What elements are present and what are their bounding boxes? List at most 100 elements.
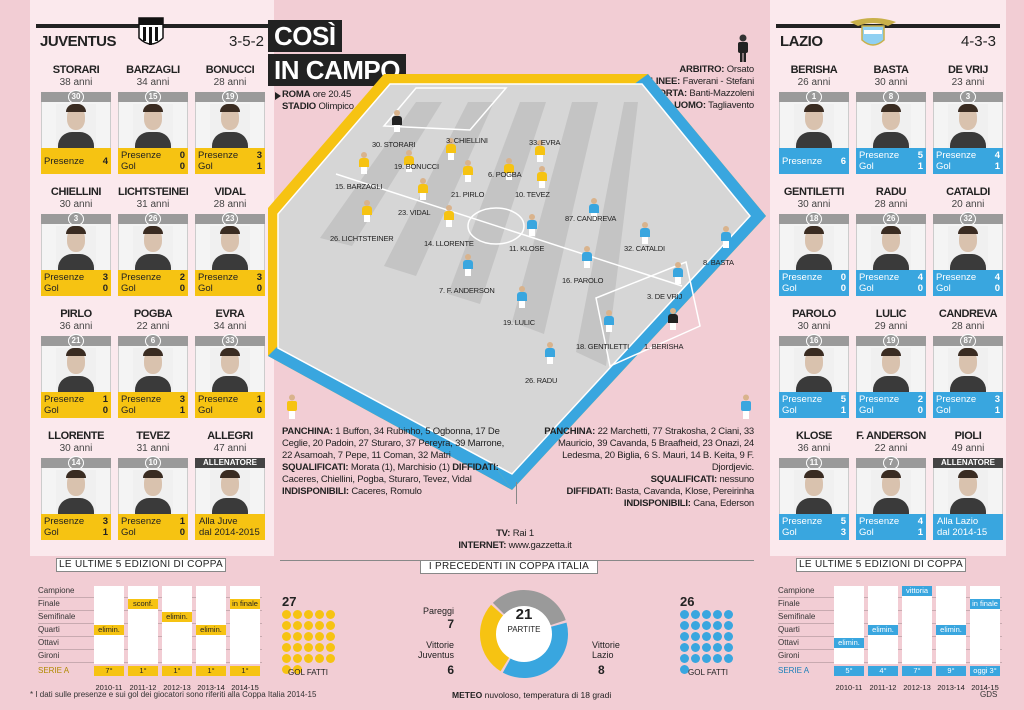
juve-player-icon: [287, 394, 297, 419]
player-stats: Presenze 4 Gol 0: [933, 270, 1003, 296]
shoulders: [950, 376, 986, 392]
goal-dot: [326, 621, 335, 630]
stat-row: Gol 1: [936, 161, 1000, 172]
goal-dot: [282, 632, 291, 641]
marker-shorts: [670, 323, 676, 330]
match-city: ROMA: [282, 89, 311, 100]
coach-card: PIOLI 49 anni ALLENATORE Alla Lazio dal 2014…: [933, 430, 1003, 548]
player-marker: [640, 222, 650, 244]
serie-a-position: 4°: [868, 666, 898, 676]
marker-shirt: [404, 156, 414, 165]
history-column: [128, 586, 158, 664]
coach-name: PIOLI: [954, 430, 982, 442]
marker-shirt: [668, 314, 678, 323]
stat-label: Presenze: [782, 394, 823, 405]
marker-head: [537, 140, 543, 146]
juve-formation: 3-5-2: [228, 32, 264, 50]
marker-head: [723, 226, 729, 232]
stat-value: 0: [102, 405, 108, 416]
hair: [66, 104, 86, 112]
player-age: 26 anni: [797, 77, 831, 88]
stat-value: 3: [840, 527, 846, 538]
shoulders: [950, 254, 986, 270]
hair: [220, 470, 240, 478]
player-name: KLOSE: [796, 430, 832, 442]
player-photo: [779, 102, 849, 148]
official-role: ARBITRO:: [679, 64, 725, 75]
serie-a-position: 1°: [230, 666, 260, 676]
player-portrait-icon: [133, 348, 173, 392]
history-row-label: Semifinale: [778, 612, 816, 621]
lazio-bench-label: PANCHINA:: [544, 426, 596, 437]
number-bar: 23: [195, 212, 265, 226]
coach-photo: [195, 468, 265, 514]
player-photo: [779, 468, 849, 514]
stat-label: Gol: [859, 405, 874, 416]
history-row-label: Quarti: [778, 625, 800, 634]
official-name: Banti-Mazzoleni: [689, 88, 754, 99]
juve-wins: 6: [447, 663, 454, 677]
precedenti-donut: [480, 590, 568, 678]
face: [221, 106, 239, 130]
goal-dot: [282, 610, 291, 619]
player-label: 33. EVRA: [529, 138, 561, 147]
stat-value: 0: [179, 283, 185, 294]
player-label: 8. BASTA: [703, 258, 734, 267]
marker-shirt: [604, 316, 614, 325]
history-title: LE ULTIME 5 EDIZIONI DI COPPA: [796, 558, 966, 572]
face: [67, 228, 85, 252]
player-photo: [195, 224, 265, 270]
player-marker: [418, 178, 428, 200]
history-result: in finale: [970, 599, 1000, 609]
lazio-inj-label: INDISPONIBILI:: [623, 498, 691, 509]
stat-value: 1: [179, 405, 185, 416]
stat-label: Presenze: [782, 272, 823, 283]
marker-shirt: [640, 228, 650, 237]
marker-shorts: [448, 153, 454, 160]
player-card: GENTILETTI 30 anni 18 Presenze 0 Gol 0: [779, 186, 849, 304]
player-card: TEVEZ 31 anni 10 Presenze 1 Gol 0: [118, 430, 188, 548]
player-age: 23 anni: [951, 77, 985, 88]
player-card: F. ANDERSON 22 anni 7 Presenze 4 Gol 1: [856, 430, 926, 548]
stat-row: Gol 0: [936, 283, 1000, 294]
goal-dot: [680, 610, 689, 619]
marker-shirt: [721, 232, 731, 241]
marker-head: [506, 158, 512, 164]
stat-row: Presenze 1: [121, 516, 185, 527]
player-card: BARZAGLI 34 anni 15 Presenze 0 Gol 0: [118, 64, 188, 182]
marker-head: [642, 222, 648, 228]
player-name: BERISHA: [790, 64, 838, 76]
match-time: ore 20.45: [312, 89, 352, 100]
stadium-label: STADIO: [282, 101, 316, 112]
player-age: 28 anni: [874, 199, 908, 210]
player-name: VIDAL: [214, 186, 246, 198]
player-age: 28 anni: [951, 321, 985, 332]
stat-value: 1: [256, 161, 262, 172]
stat-row: Gol 0: [121, 283, 185, 294]
player-card: PIRLO 36 anni 21 Presenze 1 Gol 0: [41, 308, 111, 426]
stat-value: 3: [256, 150, 262, 161]
history-row-label: Gironi: [38, 651, 60, 660]
player-stats: Presenze 1 Gol 0: [41, 392, 111, 418]
stat-value: 0: [256, 405, 262, 416]
history-column: [162, 586, 192, 664]
player-label: 26. RADU: [525, 376, 558, 385]
stat-row: Presenze 4: [44, 156, 108, 167]
hair: [881, 226, 901, 234]
face: [959, 472, 977, 496]
player-marker: [537, 166, 547, 188]
stat-label: Presenze: [121, 150, 162, 161]
goal-dot: [304, 621, 313, 630]
marker-shorts: [642, 237, 648, 244]
goal-dot: [713, 632, 722, 641]
web-label: INTERNET:: [458, 540, 507, 551]
number-bar: 19: [195, 90, 265, 104]
lazio-squad-info: PANCHINA: 22 Marchetti, 77 Strakosha, 2 …: [524, 426, 754, 510]
hair: [804, 226, 824, 234]
hair: [881, 348, 901, 356]
stat-label: Gol: [44, 283, 59, 294]
number-bar: 87: [933, 334, 1003, 348]
player-stats: Presenze 4 Gol 0: [856, 270, 926, 296]
player-name: BONUCCI: [205, 64, 255, 76]
footnote: * I dati sulle presenze e sui gol dei gi…: [30, 690, 317, 699]
